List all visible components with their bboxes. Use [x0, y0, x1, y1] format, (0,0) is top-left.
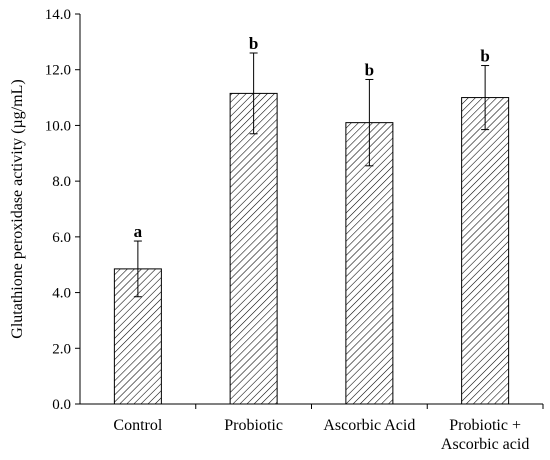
plot-area: 0.0 2.0 4.0 6.0 8.0 10.0 12.0 14.0 a Control b Prob… [45, 7, 544, 453]
x-tick-label: Control [113, 417, 162, 434]
y-tick-label: 10.0 [45, 118, 71, 134]
significance-label: a [134, 222, 143, 241]
y-tick-label: 0.0 [52, 397, 71, 413]
y-tick-label: 6.0 [52, 230, 71, 246]
y-tick-label: 4.0 [52, 286, 71, 302]
significance-label: b [480, 47, 489, 66]
bar [229, 92, 278, 405]
x-tick-label: Probiotic [224, 417, 283, 434]
x-tick-label: Ascorbic Acid [323, 417, 415, 434]
significance-label: b [249, 34, 258, 53]
bar [461, 97, 510, 405]
y-axis-title: Glutathione peroxidase activity (µg/mL) [9, 79, 26, 338]
bar [345, 122, 394, 405]
y-tick-label: 8.0 [52, 174, 71, 190]
y-tick-label: 12.0 [45, 63, 71, 79]
y-tick-label: 2.0 [52, 341, 71, 357]
y-axis-title-group: Glutathione peroxidase activity (µg/mL) [9, 79, 26, 338]
significance-label: b [365, 60, 374, 79]
x-tick-label: Ascorbic acid [441, 436, 529, 453]
y-tick-label: 14.0 [45, 7, 71, 23]
x-tick-label: Probiotic + [449, 417, 521, 434]
